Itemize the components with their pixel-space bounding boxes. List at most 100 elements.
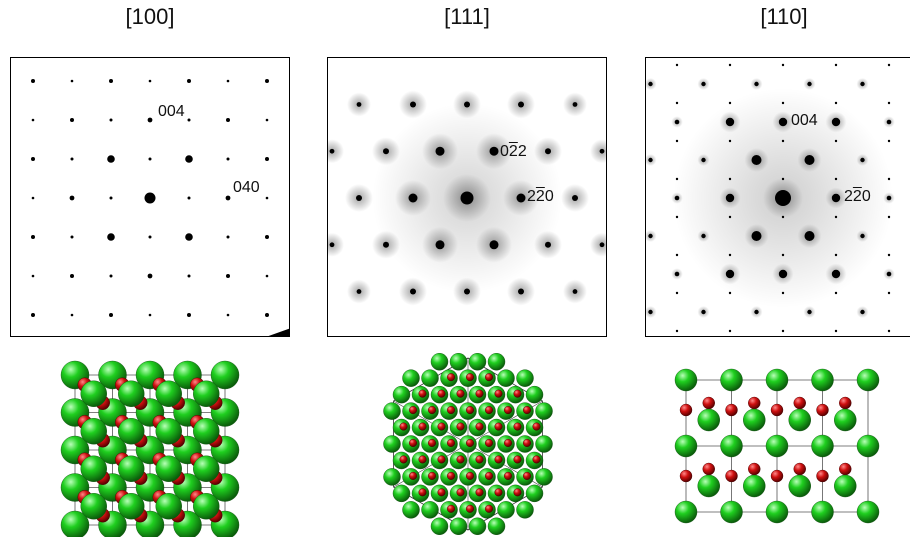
diffraction-spot: [70, 79, 74, 83]
diffraction-spot: [778, 269, 788, 279]
cation-atom: [421, 501, 439, 519]
diffraction-spot: [489, 240, 499, 250]
diffraction-spot: [70, 157, 74, 161]
cation-atom: [118, 455, 145, 482]
diffraction-spot: [109, 196, 113, 200]
anion-atom: [456, 422, 465, 431]
diffraction-spot: [674, 195, 680, 201]
diffraction-spot: [754, 81, 759, 87]
diffraction-pattern-110: 004 220: [645, 57, 910, 337]
diffraction-spot: [70, 235, 74, 239]
weak-spot: [728, 329, 732, 333]
cation-atom: [193, 380, 220, 407]
cation-atom: [674, 434, 698, 458]
diffraction-pattern-100: 004 040: [10, 57, 290, 337]
crystal-model-100: [55, 355, 245, 537]
cation-atom: [697, 474, 720, 498]
diffraction-spot: [226, 118, 230, 122]
anion-atom: [418, 422, 427, 431]
diffraction-spot: [148, 157, 152, 161]
diffraction-spot: [226, 313, 230, 317]
diffraction-spot: [226, 157, 230, 161]
cation-atom: [765, 500, 789, 524]
diffraction-spot: [754, 309, 759, 315]
diffraction-spot: [187, 79, 191, 83]
cation-atom: [743, 408, 766, 432]
weak-spot: [728, 215, 732, 219]
anion-atom: [399, 455, 408, 464]
diffraction-spot: [148, 235, 152, 239]
anion-atom: [446, 504, 455, 513]
anion-atom: [679, 469, 693, 483]
anion-atom: [446, 406, 455, 415]
anion-atom: [522, 438, 531, 447]
spot-label-040: 040: [233, 179, 260, 196]
diffraction-spot: [265, 235, 269, 239]
diffraction-spot: [648, 81, 653, 87]
weak-spot: [781, 329, 785, 333]
weak-spot: [834, 139, 838, 143]
anion-atom: [513, 389, 522, 398]
cation-atom: [697, 408, 720, 432]
weak-spot: [834, 215, 838, 219]
cation-atom: [430, 517, 449, 535]
cation-atom: [392, 484, 411, 503]
diffraction-spot: [572, 289, 578, 294]
anion-atom: [494, 488, 503, 497]
diffraction-spot: [383, 148, 389, 155]
anion-atom: [484, 438, 493, 447]
diffraction-spot: [226, 235, 230, 239]
diffraction-spots-110: [646, 63, 895, 333]
weak-spot: [728, 63, 732, 67]
cation-atom: [497, 369, 515, 387]
diffraction-spot: [831, 117, 841, 127]
cation-atom: [720, 500, 743, 524]
weak-spot: [887, 215, 891, 219]
diffraction-spot: [265, 157, 269, 161]
anion-atom: [679, 403, 693, 417]
diffraction-spot: [109, 79, 113, 83]
diffraction-spot: [648, 233, 653, 239]
diffuse-halo: [590, 139, 606, 164]
anion-atom: [494, 389, 503, 398]
diffraction-spot: [408, 193, 418, 203]
cation-atom: [402, 369, 420, 387]
cation-atom: [535, 402, 553, 420]
anion-atom: [428, 471, 437, 480]
diffraction-spot: [518, 288, 524, 295]
weak-spot: [728, 253, 732, 257]
cation-atom: [193, 418, 220, 445]
anion-atom: [532, 455, 541, 464]
cation-atom: [118, 493, 145, 520]
cation-atom: [80, 493, 107, 520]
crystal-model-110-svg: [674, 368, 880, 524]
weak-spot: [781, 291, 785, 295]
diffuse-halo: [590, 232, 606, 257]
weak-spot: [728, 177, 732, 181]
cation-atom: [383, 468, 401, 486]
anion-atom: [702, 462, 715, 476]
diffraction-spot: [356, 102, 362, 107]
weak-spot: [675, 329, 679, 333]
anion-atom: [513, 488, 522, 497]
anion-atom: [409, 406, 418, 415]
cation-atom: [516, 501, 534, 519]
diffraction-spot: [648, 157, 653, 163]
diffraction-spot: [410, 288, 416, 295]
diffraction-spot: [265, 313, 269, 317]
diffraction-spot: [674, 271, 680, 277]
anion-atom: [475, 389, 484, 398]
anion-atom: [494, 422, 503, 431]
cation-atom: [765, 368, 789, 392]
diffraction-spot: [725, 269, 735, 279]
crystal-model-111-svg: [383, 353, 553, 535]
anion-atom: [503, 406, 512, 415]
spot-label-004: 004: [158, 103, 185, 120]
diffraction-spot: [356, 195, 362, 201]
anion-atom: [456, 389, 465, 398]
anion-atom: [793, 396, 806, 410]
anion-atom: [484, 504, 493, 513]
diffraction-spot: [185, 233, 193, 241]
cation-atom: [788, 408, 811, 432]
diffraction-spot: [648, 309, 653, 315]
